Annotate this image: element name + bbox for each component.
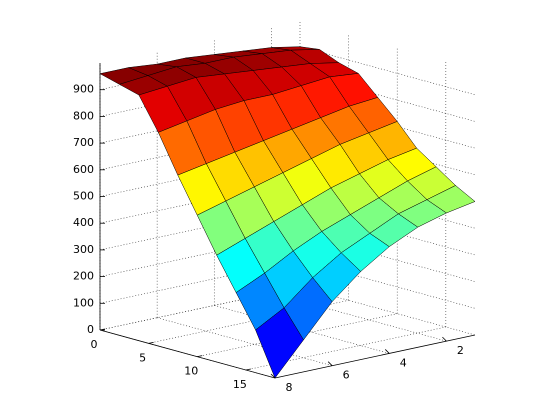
y-tick-label: 6: [343, 369, 350, 382]
x-tick-label: 0: [91, 338, 98, 351]
grid-line: [99, 286, 301, 331]
grid-line: [99, 260, 301, 304]
tick-mark: [148, 341, 154, 344]
grid-line: [299, 46, 476, 95]
tick-mark: [197, 355, 203, 358]
z-tick-label: 600: [73, 163, 94, 176]
z-tick-label: 300: [73, 243, 94, 256]
z-tick-label: 0: [87, 323, 94, 336]
z-tick-label: 500: [73, 190, 94, 203]
tick-mark: [442, 336, 447, 342]
y-axis: [274, 334, 476, 379]
grid-line: [99, 206, 301, 251]
y-tick-label: 8: [286, 381, 293, 394]
y-tick-label: 2: [457, 344, 464, 357]
tick-mark: [270, 373, 276, 379]
z-tick-label: 400: [73, 216, 94, 229]
grid-line: [245, 326, 446, 371]
grid-line: [157, 317, 333, 367]
tick-mark: [385, 349, 390, 354]
x-tick-label: 5: [139, 351, 146, 364]
tick-mark: [245, 368, 251, 371]
z-tick-label: 800: [73, 109, 94, 122]
tick-mark: [327, 361, 333, 366]
tick-mark: [99, 328, 106, 331]
x-tick-label: 15: [233, 378, 247, 391]
z-tick-label: 900: [73, 83, 94, 96]
grid-line: [99, 233, 301, 277]
surface-face: [426, 185, 476, 214]
z-tick-label: 200: [73, 270, 94, 283]
z-tick-label: 700: [73, 136, 94, 149]
z-tick-label: 100: [73, 296, 94, 309]
y-tick-label: 4: [400, 356, 407, 369]
grid-line: [148, 300, 349, 344]
x-tick-label: 10: [184, 365, 198, 378]
